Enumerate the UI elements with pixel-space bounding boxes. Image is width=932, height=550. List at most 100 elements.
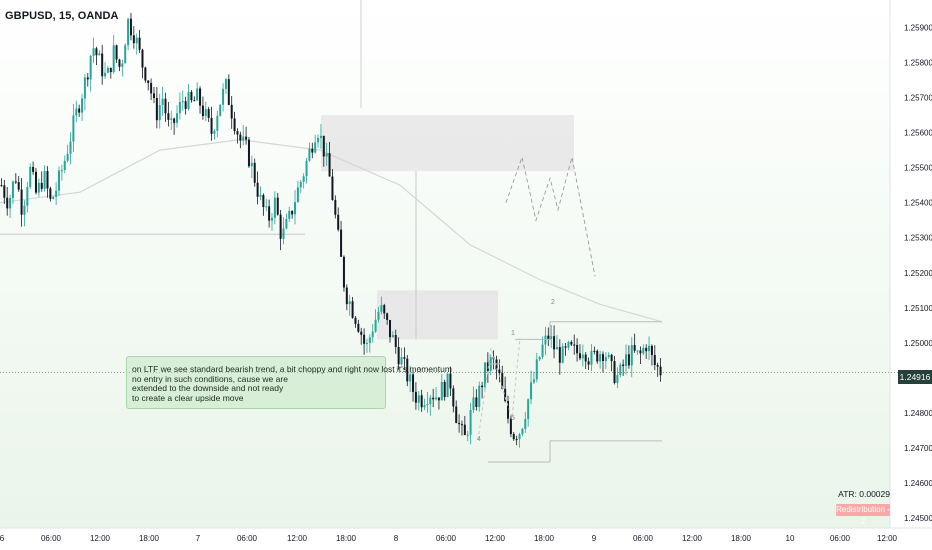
candle-body (446, 373, 449, 398)
candle (40, 171, 43, 192)
candle (83, 74, 86, 111)
candle-body (437, 397, 440, 401)
candle (377, 306, 380, 323)
candle-body (6, 197, 9, 209)
candle-body (409, 374, 412, 382)
candle-body (242, 136, 245, 141)
candle (342, 255, 345, 292)
candle-body (512, 434, 515, 440)
candle-body (155, 98, 158, 121)
candle (265, 198, 268, 212)
y-tick-label: 1.25600 (904, 129, 932, 138)
candle-body (325, 153, 328, 157)
candle (305, 158, 308, 184)
candle-body (567, 341, 570, 348)
candle-body (432, 397, 435, 400)
candle (455, 400, 458, 424)
candle-body (504, 388, 507, 402)
candle (98, 50, 101, 56)
candle-body (152, 93, 155, 99)
x-tick-label: 06:00 (436, 534, 457, 543)
candle-body (23, 205, 26, 215)
candle-body (460, 424, 463, 426)
candle-body (547, 335, 550, 339)
candle (193, 96, 196, 102)
candle (178, 92, 181, 120)
candle (247, 137, 250, 168)
candle (325, 142, 328, 166)
candle-body (334, 199, 337, 215)
candle (282, 217, 285, 245)
y-tick-label: 1.25300 (904, 234, 932, 243)
candle-body (423, 405, 426, 408)
candle-body (184, 101, 187, 109)
candle (616, 367, 619, 389)
candle-body (95, 48, 98, 56)
candle-body (63, 160, 66, 171)
candle-body (127, 18, 130, 46)
candle-body (213, 130, 216, 134)
candle (49, 186, 52, 202)
candle (576, 338, 579, 362)
x-tick-label: 12:00 (90, 534, 111, 543)
candle (147, 80, 150, 91)
candle-body (607, 354, 610, 358)
candle (435, 387, 438, 401)
candle-body (495, 359, 498, 370)
candle-body (351, 301, 354, 318)
analysis-note[interactable]: on LTF we see standard bearish trend, a … (126, 356, 452, 409)
candle (558, 339, 561, 375)
candle-body (216, 115, 219, 131)
candle (224, 77, 227, 94)
candle-body (449, 373, 452, 389)
candle (607, 352, 610, 359)
candle (388, 319, 392, 343)
note-line: on LTF we see standard bearish trend, a … (132, 364, 452, 374)
candle-body (34, 171, 37, 193)
candle (345, 284, 348, 311)
candle-body (429, 397, 432, 405)
candle (0, 178, 3, 187)
candle-body (132, 35, 135, 44)
candle-body (342, 256, 345, 288)
candle (138, 29, 141, 53)
candle-body (101, 53, 104, 77)
candle (308, 142, 311, 162)
x-tick-label: 8 (394, 534, 399, 543)
candle-body (26, 187, 29, 206)
candle (89, 54, 92, 92)
redistribution-badge: Redistribution - 2 (836, 504, 890, 526)
candle (164, 92, 167, 122)
candle (201, 96, 204, 120)
candle (374, 309, 377, 333)
candle (170, 110, 173, 131)
candle (239, 131, 242, 149)
candle-body (478, 385, 481, 407)
candle (524, 411, 527, 433)
candle (236, 128, 239, 144)
candle (227, 74, 230, 106)
candle (242, 124, 245, 146)
candle-body (43, 170, 46, 189)
candle-body (317, 138, 320, 143)
candle-body (590, 350, 593, 365)
candle-body (653, 354, 656, 365)
candle (625, 344, 628, 375)
candle (633, 333, 636, 353)
x-tick-label: 12:00 (287, 534, 308, 543)
candle-body (532, 379, 535, 383)
candle (498, 359, 501, 383)
candle (555, 335, 558, 350)
candle (150, 78, 153, 101)
candle (204, 101, 207, 121)
candle-body (262, 194, 265, 208)
candle (190, 89, 193, 103)
candle (144, 66, 147, 83)
candle (599, 350, 602, 369)
candle-body (391, 335, 394, 338)
candle (104, 62, 107, 80)
candle (158, 93, 161, 129)
candle-body (501, 373, 504, 389)
candle (285, 213, 288, 230)
